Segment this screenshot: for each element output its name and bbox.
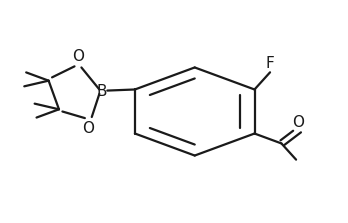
Text: O: O: [82, 121, 94, 136]
Text: F: F: [266, 56, 275, 71]
Text: B: B: [97, 84, 108, 99]
Text: O: O: [292, 115, 304, 130]
Text: O: O: [72, 49, 84, 64]
